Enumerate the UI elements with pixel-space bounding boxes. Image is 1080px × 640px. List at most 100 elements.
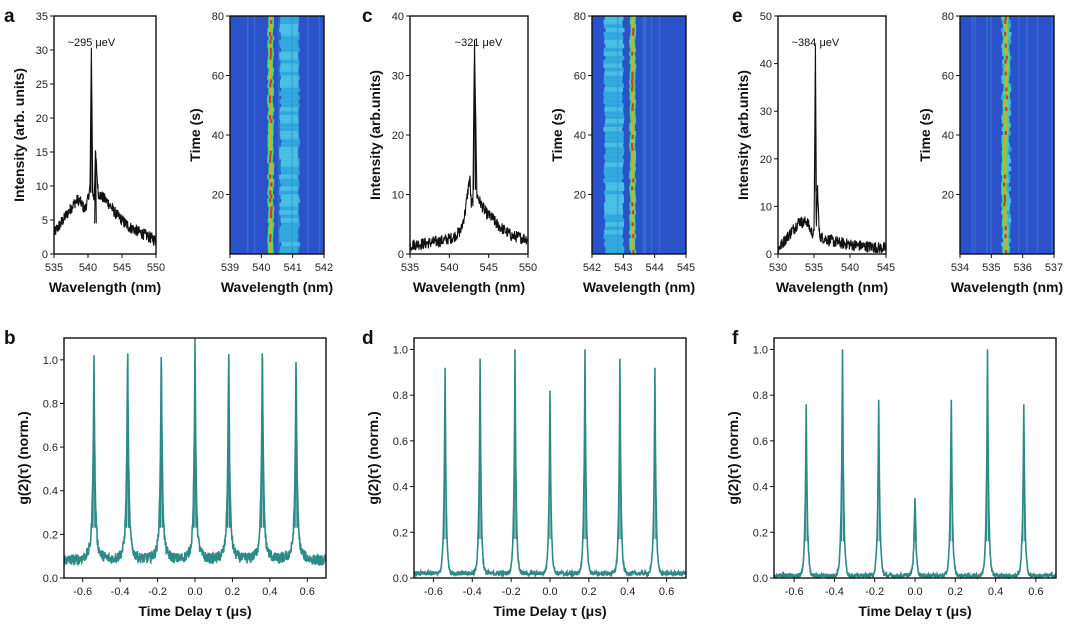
- y-tick-label: 10: [392, 190, 404, 202]
- y-axis-label: g(2)(τ) (norm.): [725, 411, 741, 504]
- heatmap-cell: [603, 170, 623, 176]
- heatmap-cell: [1004, 43, 1007, 49]
- heatmap-cell: [630, 238, 634, 243]
- heatmap-cell: [605, 218, 625, 223]
- x-tick-label: 0.6: [659, 586, 674, 598]
- heatmap-cell: [270, 67, 273, 73]
- heatmap-cell: [1005, 55, 1008, 61]
- heatmap-cell: [269, 59, 272, 65]
- panel-letter-d: d: [362, 328, 374, 349]
- heatmap-cell: [604, 71, 624, 76]
- x-axis-label: Wavelength (nm): [221, 279, 333, 295]
- heatmap-cell: [605, 186, 625, 192]
- x-tick-label: -0.4: [463, 586, 482, 598]
- heatmap-cell: [280, 31, 300, 37]
- heatmap-streak: [1017, 16, 1020, 254]
- y-tick-label: 35: [36, 11, 48, 23]
- heatmap-cell: [632, 23, 635, 29]
- heatmap-cell: [269, 242, 272, 247]
- heatmap-cell: [632, 131, 635, 136]
- heatmap-cell: [268, 115, 272, 120]
- heatmap-cell: [281, 138, 301, 144]
- heatmap-cell: [605, 222, 625, 227]
- y-tick-label: 40: [212, 130, 224, 142]
- heatmap-cell: [279, 23, 299, 29]
- heatmap-cell: [280, 16, 300, 21]
- y-tick-label: 0.0: [393, 573, 408, 585]
- heatmap-cell: [604, 135, 624, 140]
- heatmap-cell: [269, 238, 272, 243]
- heatmap-cell: [268, 95, 272, 100]
- heatmap-cell: [270, 19, 273, 25]
- y-tick-label: 0: [398, 249, 404, 261]
- heatmap-cell: [270, 182, 273, 188]
- heatmap-cell: [603, 19, 623, 25]
- x-tick-label: 0.0: [907, 586, 922, 598]
- heatmap-streak: [986, 16, 988, 254]
- heatmap-cell: [278, 230, 298, 235]
- heatmap-cell: [280, 218, 300, 223]
- y-tick-label: 1.0: [393, 344, 408, 356]
- heatmap-cell: [1002, 186, 1006, 192]
- heatmap-cell: [631, 47, 635, 53]
- heatmap-cell: [269, 146, 272, 152]
- panel-e-map: 534 535 536 537 20 40 60 80 Wavelength (nm) Time …: [917, 11, 1063, 295]
- y-tick-label: 0: [42, 249, 48, 261]
- heatmap-cell: [1004, 19, 1007, 25]
- x-tick-label: 0.6: [1028, 586, 1043, 598]
- heatmap-cell: [281, 198, 300, 203]
- y-axis-label: Time (s): [187, 108, 203, 161]
- heatmap-cell: [604, 230, 623, 235]
- y-tick-label: 60: [212, 71, 224, 83]
- heatmap-cell: [1005, 75, 1008, 80]
- g2-line: [63, 338, 327, 566]
- spectrum-line: [409, 39, 529, 252]
- heatmap-cell: [280, 63, 300, 69]
- heatmap-cell: [279, 234, 299, 239]
- x-tick-label: 537: [1045, 262, 1063, 274]
- spectrum-line: [53, 47, 157, 247]
- panel-letter-f: f: [732, 328, 739, 349]
- heatmap-cell: [268, 31, 272, 37]
- heatmap-cell: [270, 206, 273, 211]
- heatmap-streak: [291, 16, 294, 254]
- y-tick-label: 0.4: [753, 482, 768, 494]
- heatmap-cell: [631, 16, 635, 21]
- heatmap-cell: [631, 83, 634, 88]
- plot-frame: [777, 15, 887, 255]
- y-tick-label: 20: [212, 190, 224, 202]
- heatmap-cell: [603, 51, 623, 57]
- heatmap-cell: [1004, 131, 1007, 136]
- heatmap-cell: [280, 214, 300, 219]
- heatmap-cell: [1004, 250, 1008, 254]
- x-tick-label: 535: [45, 262, 63, 274]
- heatmap-cell: [632, 234, 635, 239]
- heatmap-cell: [1004, 111, 1007, 116]
- heatmap-cell: [1003, 194, 1006, 199]
- x-tick-label: 542: [315, 262, 333, 274]
- heatmap-cell: [604, 111, 624, 116]
- heatmap-cell: [1003, 150, 1006, 156]
- heatmap-cell: [280, 43, 299, 49]
- spectrum-line: [777, 44, 887, 254]
- linewidth-annotation: ~295 μeV: [68, 37, 116, 49]
- y-tick-label: 0.4: [393, 482, 408, 494]
- y-axis-label: Time (s): [917, 108, 933, 161]
- heatmap-cell: [1004, 31, 1007, 37]
- heatmap-cell: [1004, 119, 1007, 124]
- heatmap-cell: [1004, 39, 1007, 45]
- heatmap-cell: [605, 55, 625, 61]
- heatmap-cell: [268, 75, 272, 80]
- heatmap-streak: [658, 16, 661, 254]
- heatmap-cell: [631, 127, 634, 132]
- heatmap-cell: [270, 166, 273, 172]
- heatmap-cells: [230, 16, 324, 254]
- heatmap-cell: [632, 27, 635, 33]
- x-tick-label: -0.2: [148, 586, 167, 598]
- heatmap-cell: [605, 182, 625, 188]
- heatmap-cell: [269, 111, 272, 116]
- heatmap-cell: [603, 63, 623, 69]
- panel-e: 530 535 540 545 0 10 20 30 40 50 Wavelength (nm) In…: [735, 11, 895, 295]
- heatmap-cell: [280, 35, 300, 41]
- heatmap-cell: [269, 218, 272, 223]
